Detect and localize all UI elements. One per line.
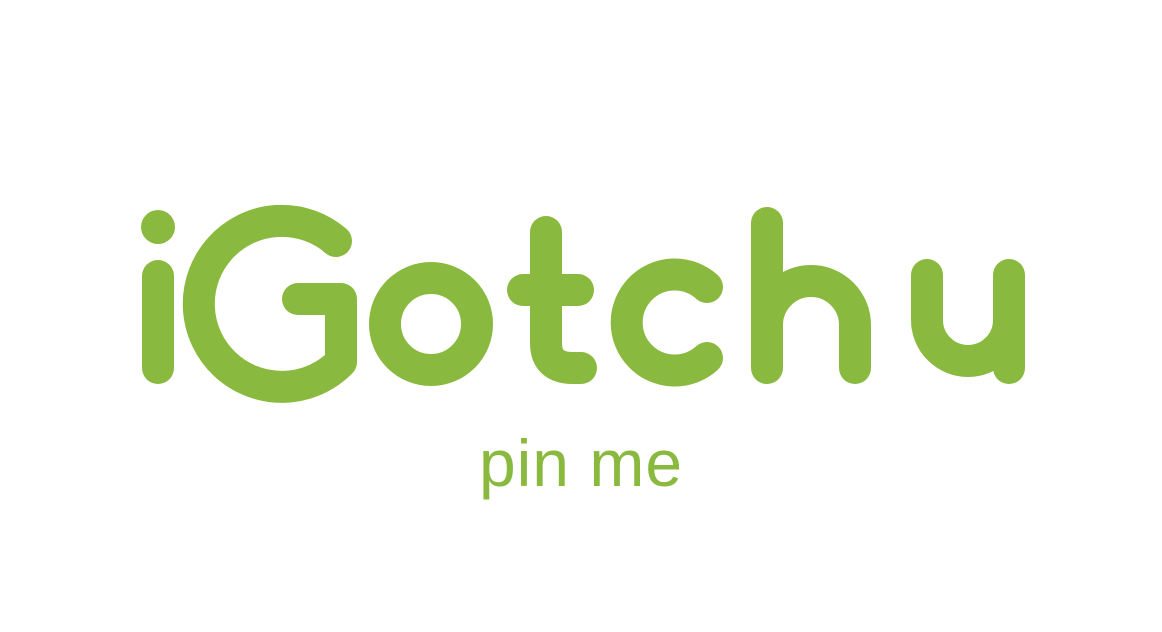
wordmark-letter-i-dot — [141, 210, 175, 244]
wordmark-letter-o — [369, 262, 493, 386]
wordmark-letter-u — [911, 259, 1025, 384]
wordmark-letter-h — [751, 207, 871, 384]
wordmark-logo — [141, 204, 1025, 403]
wordmark-letter-t — [530, 216, 597, 384]
wordmark-letter-c — [610, 258, 723, 387]
wordmark-letter-G — [182, 204, 357, 403]
tagline: pin me — [478, 426, 684, 500]
